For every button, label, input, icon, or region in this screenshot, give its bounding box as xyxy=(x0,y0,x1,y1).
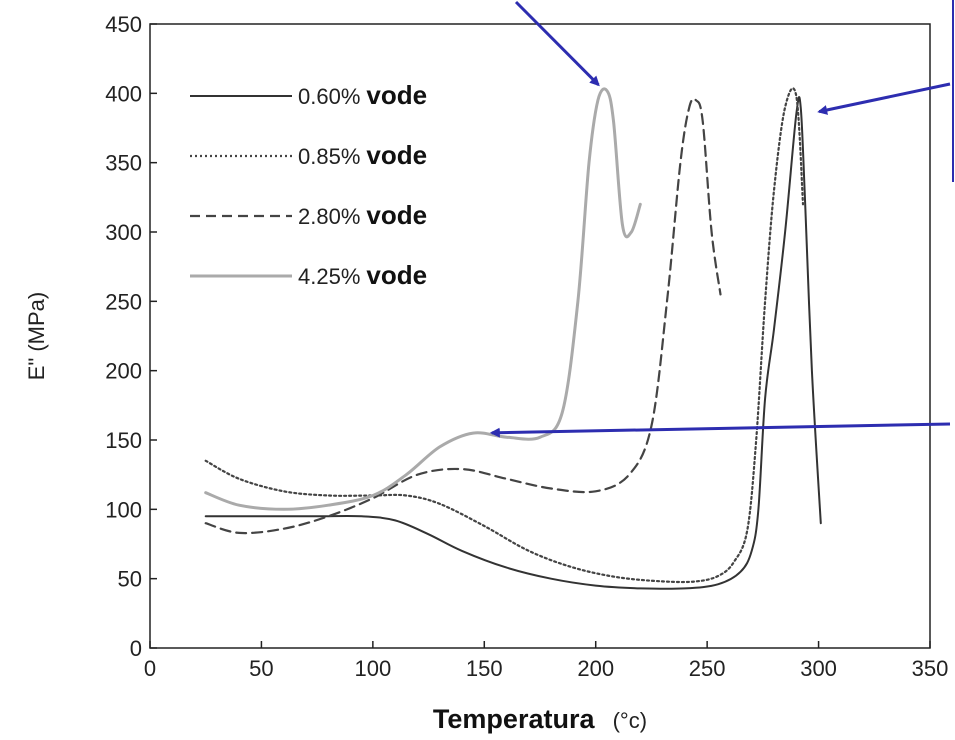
legend-entry-1: 0.60% vode xyxy=(298,80,427,110)
x-tick-label: 200 xyxy=(577,656,614,681)
series-line-2 xyxy=(204,87,805,584)
plot-frame xyxy=(149,23,931,649)
y-tick-label: 0 xyxy=(130,636,142,661)
y-tick-label: 350 xyxy=(105,151,142,176)
annotation-arrow-2 xyxy=(817,82,951,115)
legend-entry-suffix: vode xyxy=(366,80,427,110)
series-line-1 xyxy=(204,96,822,590)
legend-entry-value: 4.25% xyxy=(298,264,360,289)
series-line-3 xyxy=(204,97,722,535)
x-tick-label: 100 xyxy=(354,656,391,681)
x-axis-unit: (°c) xyxy=(613,708,647,733)
y-tick-label: 150 xyxy=(105,428,142,453)
legend-entry-suffix: vode xyxy=(366,200,427,230)
y-tick-label: 450 xyxy=(105,12,142,37)
annotation-arrow-3 xyxy=(489,422,951,438)
y-tick-label: 200 xyxy=(105,359,142,384)
legend-entry-3: 2.80% vode xyxy=(298,200,427,230)
y-tick-label: 100 xyxy=(105,497,142,522)
y-axis-title: E" (MPa) xyxy=(24,292,49,380)
legend-entry-suffix: vode xyxy=(366,260,427,290)
legend-entry-value: 2.80% xyxy=(298,204,360,229)
series-layer xyxy=(204,87,822,590)
x-tick-label: 350 xyxy=(912,656,949,681)
legend-entry-suffix: vode xyxy=(366,140,427,170)
x-axis-label: Temperatura xyxy=(433,704,596,734)
legend-entry-4: 4.25% vode xyxy=(298,260,427,290)
legend-entry-2: 0.85% vode xyxy=(298,140,427,170)
y-tick-label: 300 xyxy=(105,220,142,245)
x-tick-label: 250 xyxy=(689,656,726,681)
x-tick-label: 300 xyxy=(800,656,837,681)
x-axis-title: Temperatura (°c) xyxy=(433,704,647,734)
y-axis-ticks: 0 50 100 150 200 250 300 350 400 450 xyxy=(105,12,157,661)
annotation-arrow-1 xyxy=(514,0,600,87)
y-tick-label: 400 xyxy=(105,81,142,106)
x-tick-label: 0 xyxy=(144,656,156,681)
x-axis-ticks: 0 50 100 150 200 250 300 350 xyxy=(144,641,948,681)
legend-entry-value: 0.60% xyxy=(298,84,360,109)
x-tick-label: 50 xyxy=(249,656,273,681)
y-tick-label: 50 xyxy=(118,567,142,592)
y-tick-label: 250 xyxy=(105,289,142,314)
legend-entry-value: 0.85% xyxy=(298,144,360,169)
x-tick-label: 150 xyxy=(466,656,503,681)
annotation-layer xyxy=(489,0,951,438)
